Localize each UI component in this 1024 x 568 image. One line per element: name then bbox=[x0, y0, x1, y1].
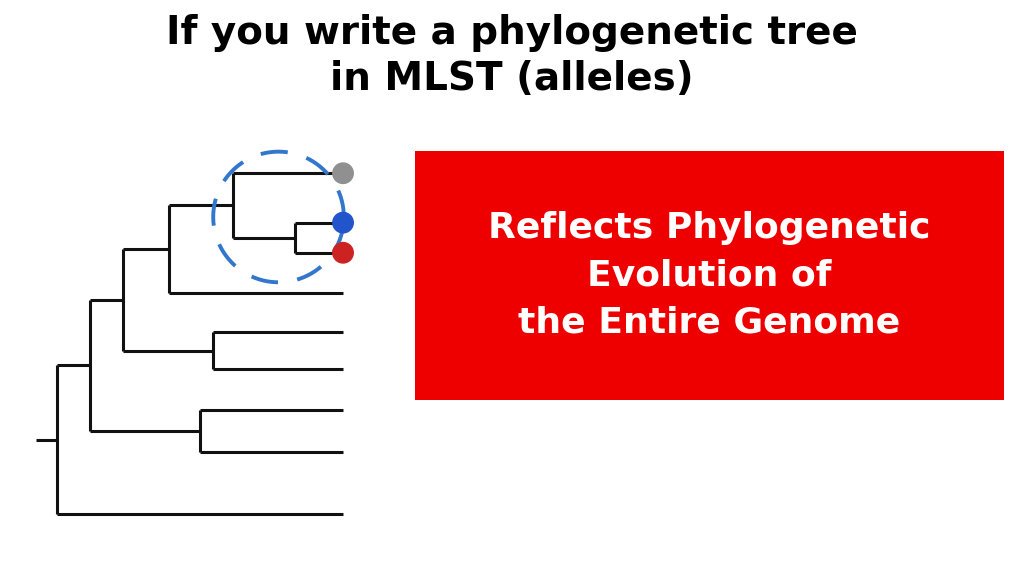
Text: If you write a phylogenetic tree
in MLST (alleles): If you write a phylogenetic tree in MLST… bbox=[166, 14, 858, 98]
Ellipse shape bbox=[333, 243, 353, 263]
Text: Reflects Phylogenetic
Evolution of
the Entire Genome: Reflects Phylogenetic Evolution of the E… bbox=[487, 211, 931, 340]
Ellipse shape bbox=[333, 163, 353, 183]
Ellipse shape bbox=[333, 212, 353, 233]
FancyBboxPatch shape bbox=[415, 151, 1004, 400]
